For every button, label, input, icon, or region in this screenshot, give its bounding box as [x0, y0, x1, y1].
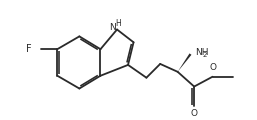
- Polygon shape: [178, 53, 191, 72]
- Text: F: F: [26, 44, 32, 54]
- Text: O: O: [191, 109, 198, 118]
- Text: O: O: [209, 63, 216, 72]
- Text: N: N: [109, 23, 116, 32]
- Text: 2: 2: [203, 52, 207, 58]
- Text: NH: NH: [195, 48, 208, 57]
- Text: H: H: [115, 19, 121, 28]
